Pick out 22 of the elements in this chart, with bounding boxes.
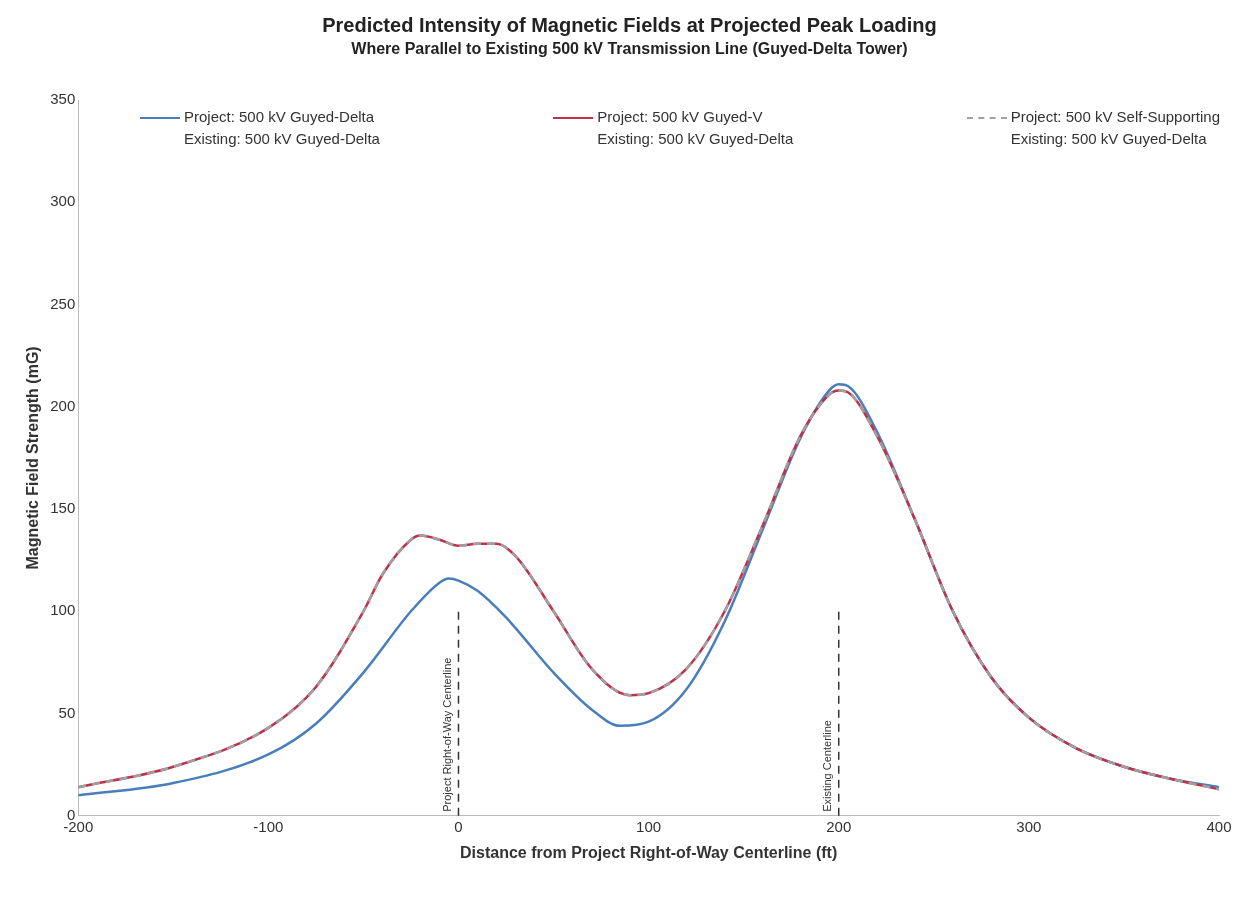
x-tick-label: -100	[253, 817, 284, 835]
y-tick-label: 100	[50, 601, 76, 619]
chart-subtitle: Where Parallel to Existing 500 kV Transmission Line (Guyed-Delta Tower)	[350, 40, 909, 58]
x-tick-label: 0	[454, 817, 463, 835]
ref-line-label: Project Right-of-Way Centerline	[441, 657, 454, 812]
y-tick-label: 150	[50, 499, 76, 517]
chart-title: Predicted Intensity of Magnetic Fields at Projected Peak Loading	[321, 14, 938, 37]
ref-line-label: Existing Centerline	[821, 720, 834, 812]
x-tick-label: 100	[636, 817, 662, 835]
y-tick-label: 250	[50, 294, 76, 312]
y-tick-label: 200	[50, 396, 76, 414]
x-axis-title: Distance from Project Right-of-Way Centerline (ft)	[460, 843, 838, 861]
y-tick-label: 300	[50, 192, 76, 210]
legend-label: Project: 500 kV Guyed-Delta Existing: 500 kV Guyed-Delta	[184, 107, 380, 149]
x-tick-label: 300	[1016, 817, 1042, 835]
x-tick-label: 400	[1206, 817, 1232, 835]
y-tick-label: 350	[50, 90, 76, 108]
y-tick-label: 50	[58, 703, 76, 721]
legend-label: Project: 500 kV Guyed-V Existing: 500 kV Guyed-Delta	[597, 107, 794, 149]
x-tick-label: 200	[826, 817, 852, 835]
legend-label: Project: 500 kV Self-Supporting Existing: 500 kV Guyed-Delta	[1010, 107, 1220, 149]
y-axis-title: Magnetic Field Strength (mG)	[24, 346, 42, 570]
